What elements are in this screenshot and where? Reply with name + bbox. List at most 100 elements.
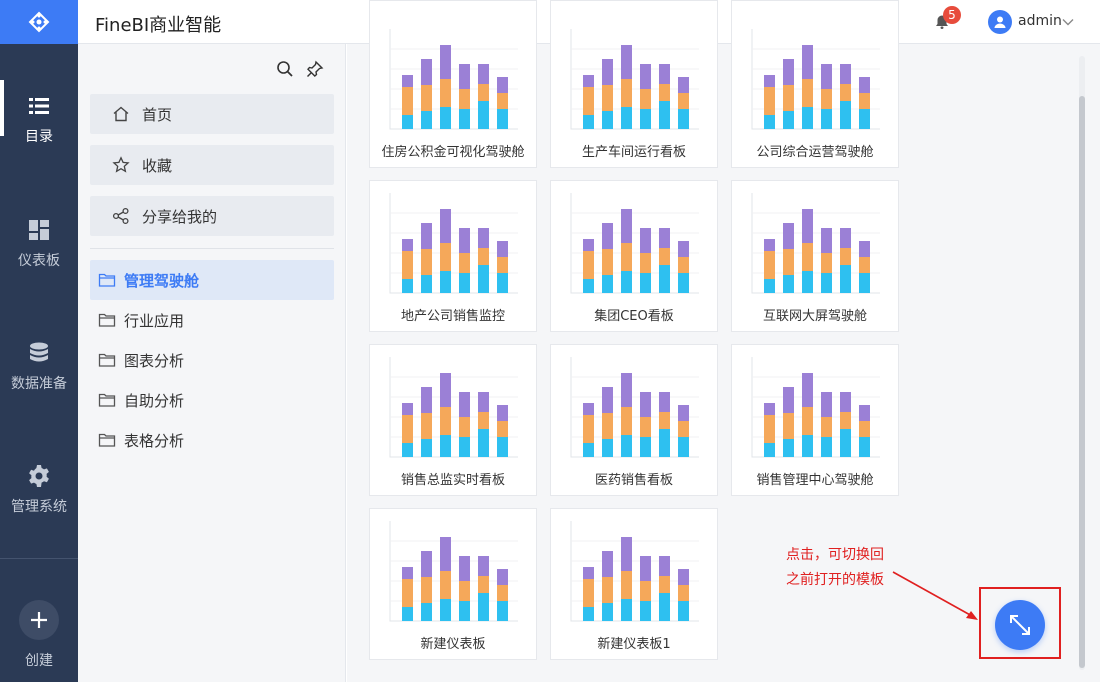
annotation-arrow <box>892 571 978 620</box>
dashboard-card-title: 新建仪表板1 <box>597 637 671 652</box>
thumbnail-bar-segment <box>621 79 632 107</box>
thumbnail-bar-segment <box>602 439 613 457</box>
dashboard-card[interactable]: 集团CEO看板 <box>550 180 718 332</box>
nav-item-admin[interactable]: 管理系统 <box>0 464 78 516</box>
switch-template-button[interactable] <box>995 600 1045 650</box>
nav-item-data-prep[interactable]: 数据准备 <box>0 341 78 393</box>
dashboard-thumbnail <box>389 29 518 130</box>
user-icon <box>994 16 1006 28</box>
thumbnail-bar-segment <box>478 101 489 129</box>
avatar[interactable] <box>988 10 1012 34</box>
thumbnail-bar-segment <box>764 87 775 115</box>
folder-item[interactable]: 图表分析 <box>90 340 334 380</box>
thumbnail-bar-segment <box>859 241 870 257</box>
thumbnail-bar-segment <box>678 273 689 293</box>
dashboard-card[interactable]: 互联网大屏驾驶舱 <box>731 180 899 332</box>
thumbnail-bar-segment <box>621 599 632 621</box>
thumbnail-bar-segment <box>583 239 594 251</box>
thumbnail-bar-segment <box>478 228 489 248</box>
thumbnail-bar-segment <box>402 579 413 607</box>
folder-item[interactable]: 自助分析 <box>90 380 334 420</box>
thumbnail-bar-segment <box>840 101 851 129</box>
nav-item-catalog[interactable]: 目录 <box>0 80 78 146</box>
dashboard-card[interactable]: 住房公积金可视化驾驶舱 <box>369 0 537 168</box>
thumbnail-bar-segment <box>459 273 470 293</box>
thumbnail-bar-segment <box>840 412 851 429</box>
folder-item[interactable]: 表格分析 <box>90 420 334 460</box>
thumbnail-bar-segment <box>440 435 451 457</box>
folder-icon <box>98 393 116 407</box>
thumbnail-bar-segment <box>602 85 613 111</box>
dashboard-card[interactable]: 新建仪表板 <box>369 508 537 660</box>
thumbnail-bar-segment <box>602 387 613 413</box>
thumbnail-bar-segment <box>859 405 870 421</box>
dashboard-card-title: 销售管理中心驾驶舱 <box>756 473 874 488</box>
thumbnail-bar-segment <box>764 251 775 279</box>
thumbnail-bar-segment <box>621 373 632 407</box>
thumbnail-bar-segment <box>640 109 651 129</box>
thumbnail-bar-segment <box>440 271 451 293</box>
thumbnail-bar-segment <box>497 93 508 109</box>
thumbnail-bar-segment <box>764 279 775 293</box>
dashboard-card-title: 公司综合运营驾驶舱 <box>756 145 874 160</box>
search-icon[interactable] <box>276 60 294 78</box>
nav-item-dashboard[interactable]: 仪表板 <box>0 218 78 270</box>
dashboard-card[interactable]: 销售总监实时看板 <box>369 344 537 496</box>
thumbnail-bar-segment <box>478 576 489 593</box>
thumbnail-bar-segment <box>621 571 632 599</box>
dashboard-card[interactable]: 新建仪表板1 <box>550 508 718 660</box>
app-logo[interactable] <box>0 0 78 44</box>
thumbnail-bar-segment <box>583 75 594 87</box>
scrollbar-thumb[interactable] <box>1079 96 1085 668</box>
thumbnail-bar-segment <box>421 111 432 129</box>
catalog-home[interactable]: 首页 <box>90 94 334 134</box>
thumbnail-bar-segment <box>640 417 651 437</box>
thumbnail-bar-segment <box>678 437 689 457</box>
thumbnail-bar-segment <box>421 387 432 413</box>
thumbnail-bar-segment <box>402 567 413 579</box>
dashboard-thumbnail <box>570 29 699 130</box>
thumbnail-bar-segment <box>659 593 670 621</box>
dashboard-card-title: 销售总监实时看板 <box>400 473 505 488</box>
create-button[interactable] <box>19 600 59 640</box>
folder-item[interactable]: 行业应用 <box>90 300 334 340</box>
pin-icon[interactable] <box>306 60 324 78</box>
thumbnail-bar-segment <box>497 569 508 585</box>
folder-item[interactable]: 管理驾驶舱 <box>90 260 334 300</box>
dashboard-card[interactable]: 公司综合运营驾驶舱 <box>731 0 899 168</box>
thumbnail-bar-segment <box>602 551 613 577</box>
dashboard-card[interactable]: 地产公司销售监控 <box>369 180 537 332</box>
thumbnail-bar-segment <box>802 271 813 293</box>
username[interactable]: admin <box>1018 13 1062 29</box>
catalog-panel: 首页 收藏 分享给我的 管理驾驶舱 行业应用 图表分析 自助分析 表格分析 <box>78 44 346 682</box>
thumbnail-bar-segment <box>802 373 813 407</box>
thumbnail-bar-segment <box>802 407 813 435</box>
dashboard-thumbnail <box>751 29 880 130</box>
thumbnail-bar-segment <box>659 265 670 293</box>
thumbnail-bar-segment <box>583 579 594 607</box>
thumbnail-bar-segment <box>764 415 775 443</box>
chevron-down-icon[interactable] <box>1061 15 1075 29</box>
thumbnail-bar-segment <box>678 601 689 621</box>
dashboard-thumbnail <box>570 521 699 622</box>
dashboard-card[interactable]: 销售管理中心驾驶舱 <box>731 344 899 496</box>
thumbnail-bar-segment <box>497 601 508 621</box>
thumbnail-bar-segment <box>640 228 651 253</box>
thumbnail-bar-segment <box>840 248 851 265</box>
thumbnail-bar-segment <box>640 64 651 89</box>
logo-icon <box>28 11 50 33</box>
thumbnail-bar-segment <box>602 249 613 275</box>
catalog-favorites[interactable]: 收藏 <box>90 145 334 185</box>
dashboard-card[interactable]: 生产车间运行看板 <box>550 0 718 168</box>
catalog-shared-label: 分享给我的 <box>142 207 218 226</box>
thumbnail-bar-segment <box>821 64 832 89</box>
thumbnail-bar-segment <box>640 601 651 621</box>
thumbnail-bar-segment <box>459 581 470 601</box>
catalog-shared[interactable]: 分享给我的 <box>90 196 334 236</box>
thumbnail-bar-segment <box>802 435 813 457</box>
dashboard-card[interactable]: 医药销售看板 <box>550 344 718 496</box>
thumbnail-bar-segment <box>621 407 632 435</box>
left-nav: 目录 仪表板 数据准备 管理系统 <box>0 0 78 682</box>
thumbnail-bar-segment <box>440 45 451 79</box>
nav-label-admin: 管理系统 <box>11 499 67 515</box>
